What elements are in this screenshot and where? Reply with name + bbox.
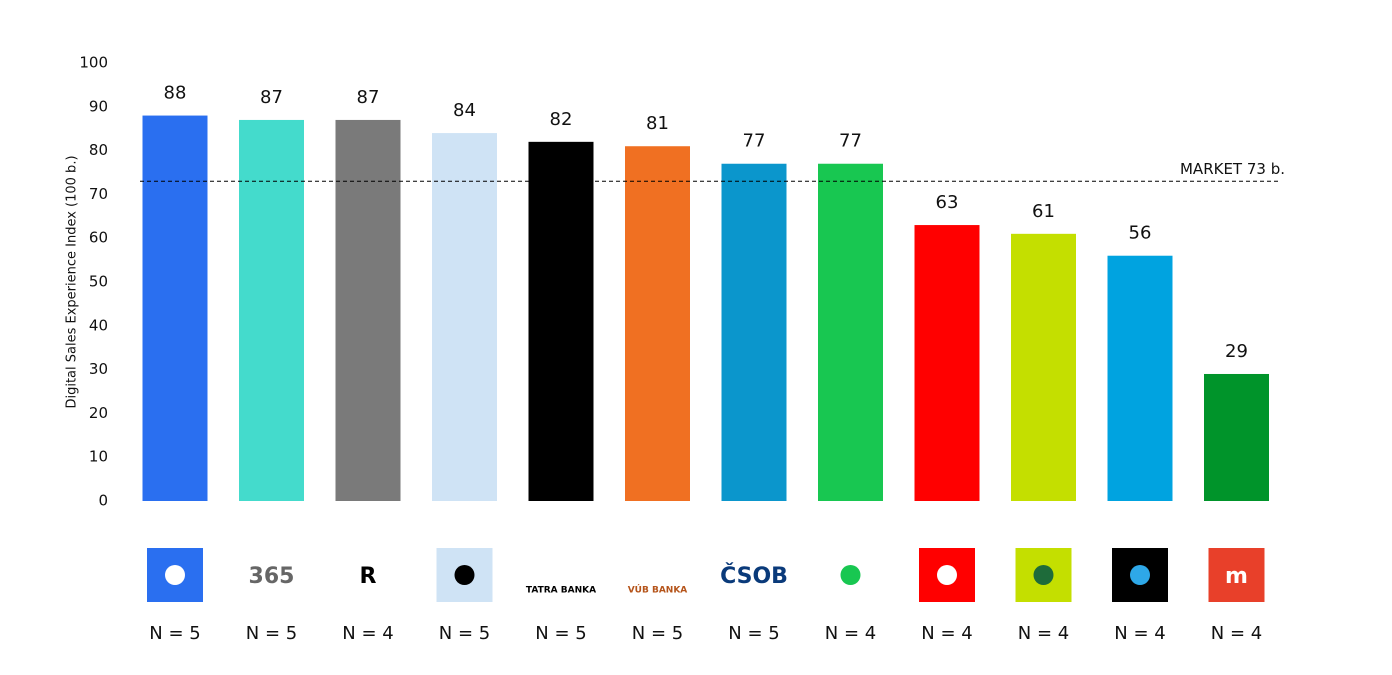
bar bbox=[818, 163, 883, 502]
bank-logo bbox=[340, 548, 396, 602]
logo-icon bbox=[937, 565, 957, 585]
value-label: 63 bbox=[936, 192, 959, 213]
x-tick-label: N = 5 bbox=[149, 623, 200, 644]
y-tick-label: 20 bbox=[89, 404, 108, 422]
x-tick-label: N = 5 bbox=[439, 623, 490, 644]
bar bbox=[432, 133, 497, 501]
bar bbox=[1107, 255, 1173, 501]
y-tick-label: 0 bbox=[98, 492, 108, 510]
logo-text: VÚB BANKA bbox=[628, 584, 688, 596]
logo-text: m bbox=[1225, 564, 1248, 589]
logo-text: ČSOB bbox=[720, 563, 788, 589]
logo-text: 365 bbox=[249, 564, 295, 589]
y-tick-label: 90 bbox=[89, 97, 108, 115]
x-tick-label: N = 4 bbox=[342, 623, 393, 644]
bank-logo bbox=[243, 548, 300, 602]
logo-icon bbox=[165, 565, 185, 585]
bank-logo bbox=[533, 548, 589, 602]
x-tick-label: N = 4 bbox=[921, 623, 972, 644]
logo-text: R bbox=[360, 564, 377, 589]
x-tick-label: N = 5 bbox=[632, 623, 683, 644]
value-label: 61 bbox=[1032, 201, 1055, 222]
x-tick-label: N = 4 bbox=[1114, 623, 1165, 644]
y-tick-label: 60 bbox=[89, 229, 108, 247]
value-label: 88 bbox=[164, 83, 187, 104]
bar bbox=[142, 115, 208, 501]
x-tick-label: N = 4 bbox=[1018, 623, 1069, 644]
bar bbox=[1204, 373, 1269, 501]
bank-logo bbox=[1208, 548, 1265, 602]
value-label: 84 bbox=[453, 100, 476, 121]
bar bbox=[528, 141, 594, 501]
y-tick-label: 40 bbox=[89, 316, 108, 334]
bar bbox=[721, 163, 787, 502]
value-label: 82 bbox=[550, 109, 573, 130]
bar bbox=[1011, 233, 1076, 501]
x-tick-label: N = 5 bbox=[246, 623, 297, 644]
y-tick-label: 50 bbox=[89, 273, 108, 291]
market-label: MARKET 73 b. bbox=[1180, 160, 1285, 178]
x-tick-label: N = 5 bbox=[728, 623, 779, 644]
bar bbox=[239, 119, 304, 501]
y-tick-label: 70 bbox=[89, 185, 108, 203]
logo-icon bbox=[1130, 565, 1150, 585]
y-tick-label: 100 bbox=[79, 54, 108, 72]
y-tick-label: 30 bbox=[89, 360, 108, 378]
value-label: 29 bbox=[1225, 341, 1248, 362]
x-tick-label: N = 4 bbox=[1211, 623, 1262, 644]
y-axis-title: Digital Sales Experience Index (100 b.) bbox=[65, 155, 80, 408]
logo-icon bbox=[1033, 565, 1054, 585]
bar bbox=[625, 146, 690, 501]
y-tick-label: 80 bbox=[89, 141, 108, 159]
bank-logo bbox=[629, 548, 686, 602]
logo-icon bbox=[840, 565, 861, 585]
value-label: 81 bbox=[646, 113, 669, 134]
value-label: 87 bbox=[357, 87, 380, 108]
bank-logo bbox=[726, 548, 782, 602]
value-label: 87 bbox=[260, 87, 283, 108]
value-label: 77 bbox=[743, 131, 766, 152]
bar bbox=[335, 119, 401, 501]
logo-text: TATRA BANKA bbox=[526, 586, 596, 596]
value-label: 77 bbox=[839, 131, 862, 152]
bar bbox=[914, 225, 980, 501]
x-tick-label: N = 4 bbox=[825, 623, 876, 644]
value-label: 56 bbox=[1129, 223, 1152, 244]
y-tick-label: 10 bbox=[89, 448, 108, 466]
logo-icon bbox=[454, 565, 475, 585]
x-tick-label: N = 5 bbox=[535, 623, 586, 644]
